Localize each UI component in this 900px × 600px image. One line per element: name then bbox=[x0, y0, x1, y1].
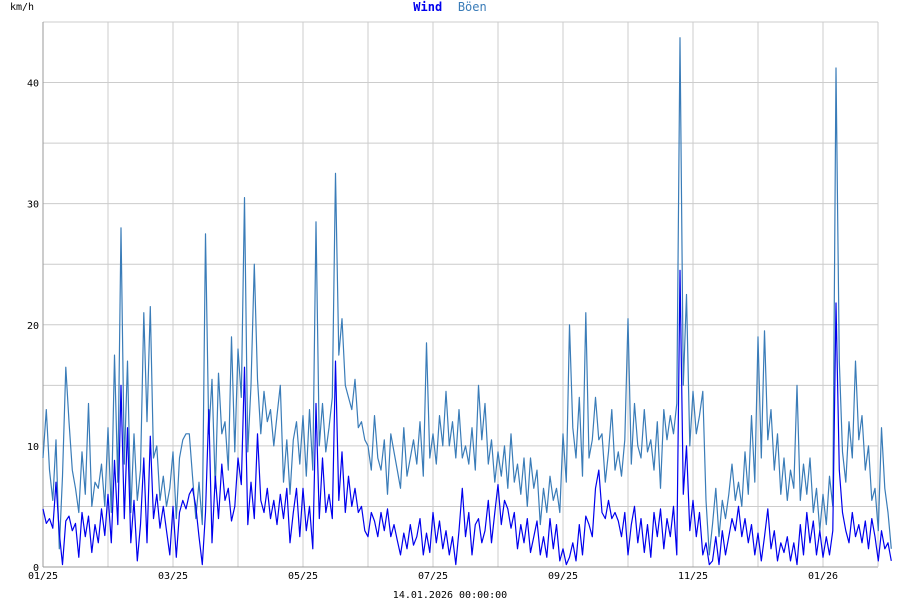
y-tick-label: 20 bbox=[27, 321, 39, 332]
x-tick-label: 09/25 bbox=[548, 571, 578, 582]
y-axis-unit-label: km/h bbox=[10, 2, 34, 13]
x-tick-label: 01/25 bbox=[28, 571, 58, 582]
x-axis-timestamp-label: 14.01.2026 00:00:00 bbox=[393, 590, 507, 600]
series bbox=[42, 37, 892, 566]
x-tick-label: 01/26 bbox=[808, 571, 838, 582]
axes: 01/25 03/25 05/25 07/25 09/25 11/25 01/26 0 10 20… bbox=[27, 22, 879, 582]
x-tick-label: 03/25 bbox=[158, 571, 188, 582]
x-tick-label: 07/25 bbox=[418, 571, 448, 582]
x-tick-label: 05/25 bbox=[288, 571, 318, 582]
x-tick-label: 11/25 bbox=[678, 571, 708, 582]
gust-series-line bbox=[42, 37, 892, 556]
y-tick-label: 10 bbox=[27, 442, 39, 453]
wind-series-line bbox=[42, 269, 892, 566]
chart-title: Wind Böen bbox=[413, 0, 486, 15]
y-tick-label: 0 bbox=[33, 563, 39, 574]
y-tick-label: 40 bbox=[27, 79, 39, 90]
legend-gust-label: Böen bbox=[458, 0, 487, 14]
legend-wind-label: Wind bbox=[413, 0, 442, 14]
grid bbox=[43, 21, 878, 567]
y-tick-label: 30 bbox=[27, 200, 39, 211]
